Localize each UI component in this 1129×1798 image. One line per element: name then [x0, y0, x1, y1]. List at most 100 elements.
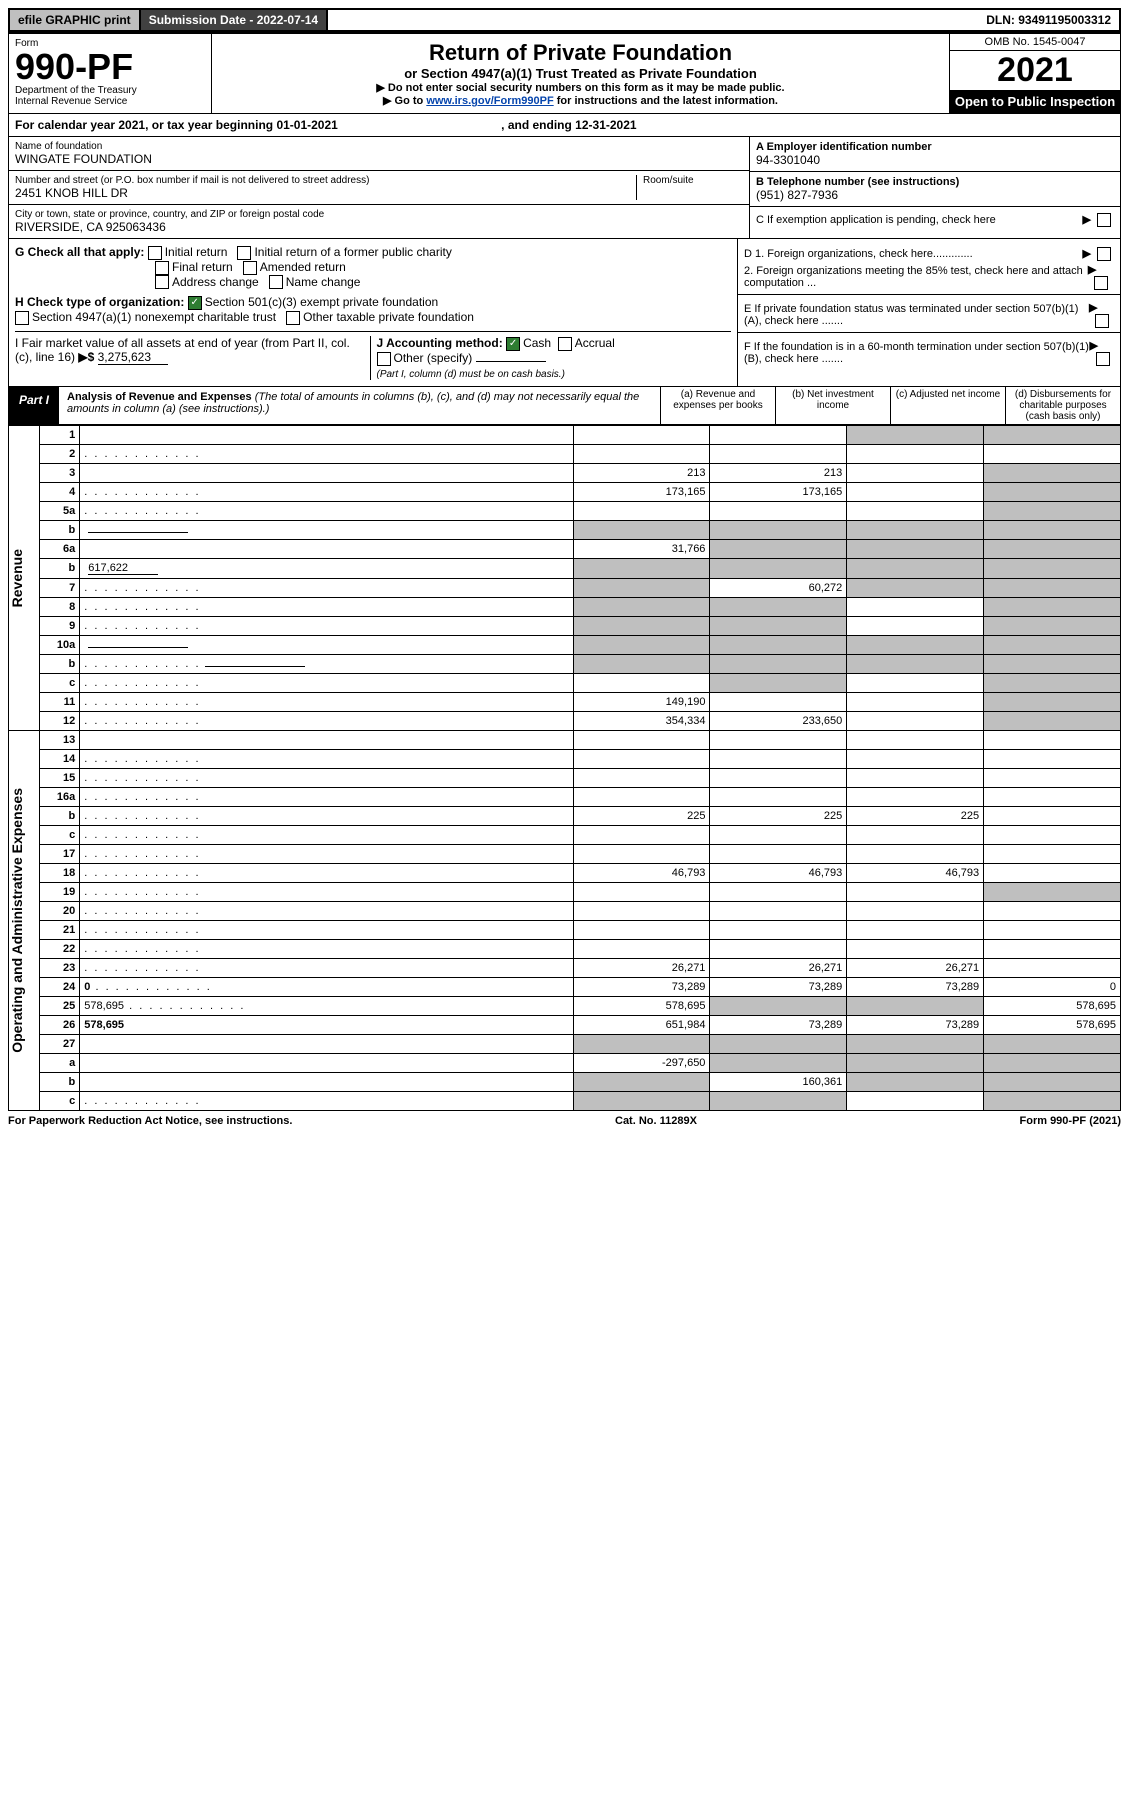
line-number: 5a	[40, 501, 80, 520]
street-address: 2451 KNOB HILL DR	[15, 186, 636, 200]
d2-label: 2. Foreign organizations meeting the 85%…	[744, 265, 1088, 289]
line-desc	[80, 482, 573, 501]
d2-checkbox[interactable]	[1094, 276, 1108, 290]
table-row: 25578,695578,695578,695	[9, 996, 1121, 1015]
h-other-checkbox[interactable]	[286, 311, 300, 325]
amt-c	[847, 1034, 984, 1053]
amt-a	[573, 520, 710, 539]
g-address-checkbox[interactable]	[155, 275, 169, 289]
tel-value: (951) 827-7936	[756, 188, 1114, 202]
amt-d	[984, 539, 1121, 558]
table-row: 9	[9, 616, 1121, 635]
table-row: 12354,334233,650	[9, 711, 1121, 730]
table-row: 6a31,766	[9, 539, 1121, 558]
j-cash-checkbox[interactable]	[506, 337, 520, 351]
form-header: Form 990-PF Department of the Treasury I…	[8, 32, 1121, 114]
amt-d	[984, 654, 1121, 673]
e-label: E If private foundation status was termi…	[744, 303, 1089, 327]
amt-a	[573, 1091, 710, 1110]
amt-d	[984, 806, 1121, 825]
amt-b: 73,289	[710, 977, 847, 996]
efile-label[interactable]: efile GRAPHIC print	[10, 10, 141, 30]
line-number: 1	[40, 425, 80, 444]
g-final-checkbox[interactable]	[155, 261, 169, 275]
h-row: H Check type of organization: Section 50…	[15, 295, 731, 325]
table-row: a-297,650	[9, 1053, 1121, 1072]
table-row: 20	[9, 901, 1121, 920]
g-name-checkbox[interactable]	[269, 275, 283, 289]
c-checkbox[interactable]	[1097, 213, 1111, 227]
ein-value: 94-3301040	[756, 153, 1114, 167]
table-row: 3213213	[9, 463, 1121, 482]
fmv-value: 3,275,623	[98, 350, 168, 365]
amt-d	[984, 558, 1121, 578]
amt-c	[847, 1072, 984, 1091]
d1-checkbox[interactable]	[1097, 247, 1111, 261]
d1-label: D 1. Foreign organizations, check here..…	[744, 248, 973, 260]
amt-a	[573, 558, 710, 578]
f-checkbox[interactable]	[1096, 352, 1110, 366]
amt-d	[984, 501, 1121, 520]
amt-c: 225	[847, 806, 984, 825]
line-number: 4	[40, 482, 80, 501]
line-desc	[80, 825, 573, 844]
amt-a	[573, 1072, 710, 1091]
line-number: b	[40, 806, 80, 825]
amt-a	[573, 425, 710, 444]
amt-a: 225	[573, 806, 710, 825]
line-desc	[80, 597, 573, 616]
amt-c	[847, 939, 984, 958]
arrow-icon: ▶	[1083, 248, 1091, 260]
line-number: c	[40, 673, 80, 692]
line-desc	[80, 844, 573, 863]
h-other: Other taxable private foundation	[303, 310, 474, 324]
g-initial-checkbox[interactable]	[148, 246, 162, 260]
amt-a	[573, 1034, 710, 1053]
e-checkbox[interactable]	[1095, 314, 1109, 328]
line-number: 11	[40, 692, 80, 711]
amt-d	[984, 825, 1121, 844]
g-amended-checkbox[interactable]	[243, 261, 257, 275]
line-desc	[80, 1053, 573, 1072]
amt-a	[573, 501, 710, 520]
form-link[interactable]: www.irs.gov/Form990PF	[426, 95, 553, 107]
amt-d	[984, 692, 1121, 711]
j-other-checkbox[interactable]	[377, 352, 391, 366]
j-accrual-checkbox[interactable]	[558, 337, 572, 351]
h-4947-checkbox[interactable]	[15, 311, 29, 325]
amt-c	[847, 749, 984, 768]
line-number: 6a	[40, 539, 80, 558]
line-number: b	[40, 654, 80, 673]
amt-a: 173,165	[573, 482, 710, 501]
amt-b	[710, 692, 847, 711]
line-desc	[80, 958, 573, 977]
table-row: 16a	[9, 787, 1121, 806]
g-row: G Check all that apply: Initial return I…	[15, 245, 731, 289]
dln: DLN: 93491195003312	[978, 10, 1119, 30]
amt-b	[710, 1034, 847, 1053]
part-1-bold: Analysis of Revenue and Expenses	[67, 391, 252, 403]
amt-d	[984, 901, 1121, 920]
g-initial-former-checkbox[interactable]	[237, 246, 251, 260]
line-number: 19	[40, 882, 80, 901]
submission-date: Submission Date - 2022-07-14	[141, 10, 328, 30]
amt-d	[984, 863, 1121, 882]
table-row: b	[9, 654, 1121, 673]
arrow-icon: ▶	[1090, 340, 1098, 352]
page-footer: For Paperwork Reduction Act Notice, see …	[8, 1111, 1121, 1127]
amt-d	[984, 1091, 1121, 1110]
amt-a	[573, 787, 710, 806]
amt-a	[573, 825, 710, 844]
amt-d	[984, 578, 1121, 597]
omb-number: OMB No. 1545-0047	[950, 34, 1120, 51]
line-desc: 578,695	[80, 1015, 573, 1034]
line-desc	[80, 1091, 573, 1110]
h-501c3-checkbox[interactable]	[188, 296, 202, 310]
amt-b	[710, 444, 847, 463]
j-block: J Accounting method: Cash Accrual Other …	[370, 336, 732, 380]
line-number: 17	[40, 844, 80, 863]
table-row: 2326,27126,27126,271	[9, 958, 1121, 977]
line-desc	[80, 939, 573, 958]
line-desc	[80, 806, 573, 825]
table-row: Revenue1	[9, 425, 1121, 444]
